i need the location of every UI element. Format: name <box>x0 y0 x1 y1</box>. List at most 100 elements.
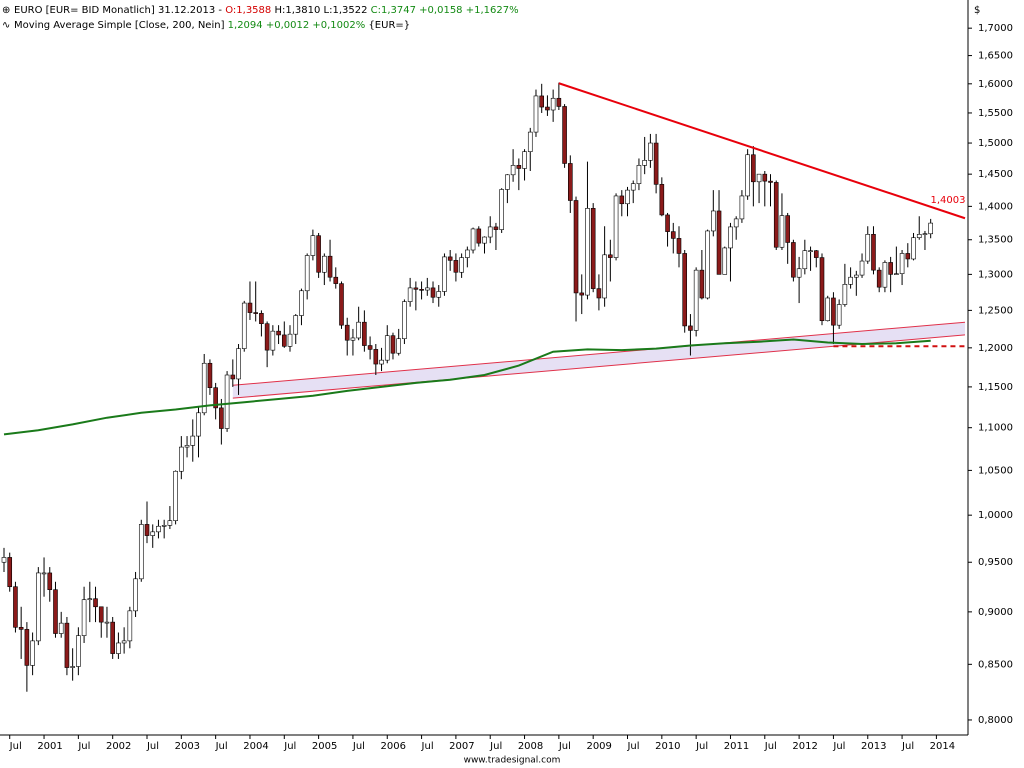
x-tick-label: Jul <box>421 741 434 752</box>
header-line2: Moving Average Simple [Close, 200, Nein]… <box>14 20 410 31</box>
candle-body <box>230 374 236 380</box>
candle-body <box>842 284 848 305</box>
candle-body <box>442 256 447 292</box>
candle-body <box>64 622 70 668</box>
candle-body <box>751 154 756 183</box>
x-tick-label: Jul <box>901 741 914 752</box>
candle-body <box>167 520 173 526</box>
candle-body <box>819 257 825 322</box>
x-tick-label: Jul <box>832 741 845 752</box>
candle-body <box>505 174 510 190</box>
candle-body <box>287 333 293 347</box>
x-tick-label: Jul <box>283 741 296 752</box>
candle-body <box>527 131 533 152</box>
candle-body <box>493 226 499 230</box>
candle-body <box>390 335 396 354</box>
candle-body <box>1 557 7 563</box>
x-tick-label: Jul <box>9 741 22 752</box>
candle-body <box>219 407 224 429</box>
candle-body <box>470 228 476 251</box>
candle-body <box>716 210 722 275</box>
candle-body <box>138 524 144 580</box>
candle-body <box>836 304 842 326</box>
indicator-value: 1,2094 +0,0012 +0,1002% <box>228 20 366 31</box>
candle-body <box>87 598 93 601</box>
candle-body <box>76 635 81 667</box>
candle-body <box>482 236 487 244</box>
candle-body <box>201 362 207 414</box>
candle-body <box>859 260 865 276</box>
x-tick-label: Jul <box>489 741 502 752</box>
y-tick-label: 1,0500 <box>978 465 1013 476</box>
candle-body <box>682 253 688 327</box>
candle-body <box>36 572 41 642</box>
candle-body <box>362 321 367 346</box>
y-tick-label: 1,4000 <box>978 201 1013 212</box>
header-icon: ∿ <box>2 20 10 31</box>
candle-body <box>184 445 190 448</box>
x-tick-label: Jul <box>215 741 228 752</box>
x-tick-label: 2012 <box>792 741 817 752</box>
candle-body <box>53 589 58 634</box>
x-tick-label: Jul <box>695 741 708 752</box>
header-icon: ⊕ <box>2 5 10 16</box>
candle-body <box>367 345 373 350</box>
candle-body <box>424 287 430 291</box>
candle-body <box>327 255 333 278</box>
y-tick-label: 0,9500 <box>978 557 1013 568</box>
candle-body <box>562 106 567 164</box>
candle-body <box>396 338 401 354</box>
x-tick-label: 2003 <box>175 741 200 752</box>
y-tick-label: 1,1500 <box>978 382 1013 393</box>
candle-body <box>619 195 625 205</box>
candle-body <box>522 151 527 169</box>
candle-body <box>419 289 424 291</box>
candle-body <box>18 626 24 630</box>
candle-body <box>24 629 30 666</box>
candle-body <box>58 622 64 634</box>
y-tick-label: 1,2000 <box>978 343 1013 354</box>
candle-body <box>293 315 299 335</box>
candle-body <box>642 160 647 166</box>
candle-body <box>711 210 716 232</box>
candle-body <box>70 666 75 668</box>
candle-body <box>796 268 802 278</box>
candle-body <box>922 233 928 235</box>
candle-body <box>30 640 35 666</box>
candle-body <box>831 297 836 326</box>
candle-body <box>602 254 607 299</box>
candle-body <box>894 273 899 275</box>
candle-body <box>653 142 659 185</box>
candle-body <box>854 274 859 278</box>
candle-body <box>911 237 916 260</box>
y-tick-label: 1,5500 <box>978 108 1013 119</box>
indicator-symbol: {EUR=} <box>368 20 410 31</box>
candle-body <box>339 283 344 326</box>
candle-body <box>459 257 464 273</box>
y-tick-label: 1,4500 <box>978 169 1013 180</box>
candle-body <box>791 242 796 278</box>
x-tick-label: 2014 <box>930 741 955 752</box>
close-value: C:1,3747 +0,0158 +1,1627% <box>371 5 519 16</box>
candle-body <box>865 234 871 262</box>
open-value: O:1,3588 <box>225 5 271 16</box>
candle-body <box>688 325 693 331</box>
candle-body <box>379 359 384 365</box>
candle-body <box>905 253 911 260</box>
candle-body <box>316 235 321 273</box>
instrument: EURO [EUR= BID Monatlich] 31.12.2013 - <box>14 5 222 16</box>
candle-body <box>190 435 196 446</box>
candle-body <box>224 374 230 429</box>
candle-body <box>739 195 745 220</box>
trendline-label: 1,4003 <box>931 195 966 206</box>
candle-body <box>888 262 893 275</box>
candle-body <box>659 184 665 216</box>
candle-body <box>104 621 110 624</box>
candle-body <box>556 97 562 107</box>
y-tick-label: 0,8000 <box>978 715 1013 726</box>
candle-body <box>630 183 636 191</box>
x-tick-label: Jul <box>626 741 639 752</box>
candle-body <box>568 163 573 201</box>
candle-body <box>333 276 339 284</box>
